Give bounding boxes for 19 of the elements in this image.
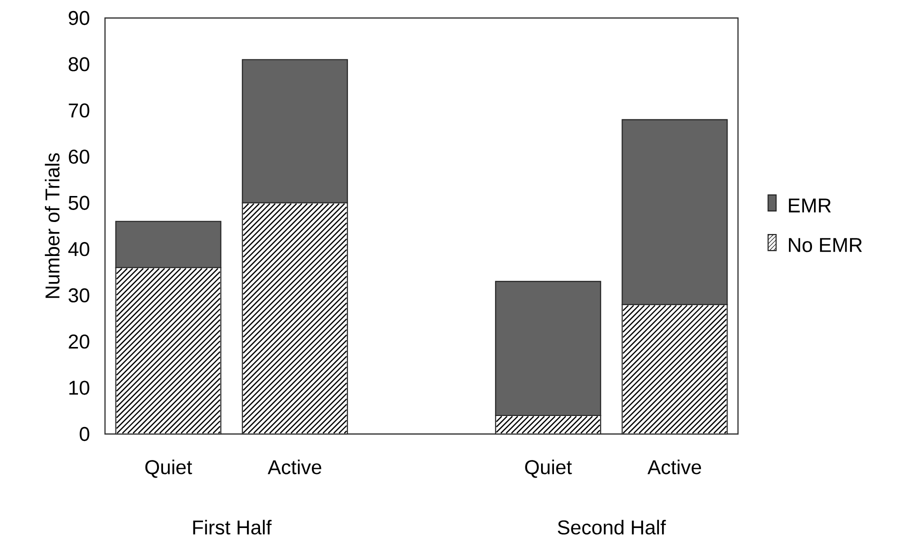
y-tick-label: 0 [80,426,90,442]
x-tick-label: Quiet [145,460,192,478]
text: Second Half [558,520,666,535]
y-axis-title: Number of Trials [44,153,60,298]
y-tick-label: 40 [68,242,90,256]
legend-label: No EMR [788,238,862,252]
y-tick-label: 20 [68,334,90,349]
x-tick-label: Quiet [525,460,572,478]
y-tick-label: 10 [69,380,90,395]
x-tick-label: Active [268,460,322,474]
x-tick-label: Active [648,460,702,474]
text: First Half [193,520,272,535]
y-tick-label: 60 [68,150,90,164]
y-tick-label: 90 [68,10,90,26]
y-tick-label: 50 [68,196,90,210]
y-tick-label: 70 [68,103,90,118]
y-tick-label: 80 [68,57,90,72]
legend-label: EMR [788,198,831,212]
y-tick-label: 30 [68,288,90,302]
